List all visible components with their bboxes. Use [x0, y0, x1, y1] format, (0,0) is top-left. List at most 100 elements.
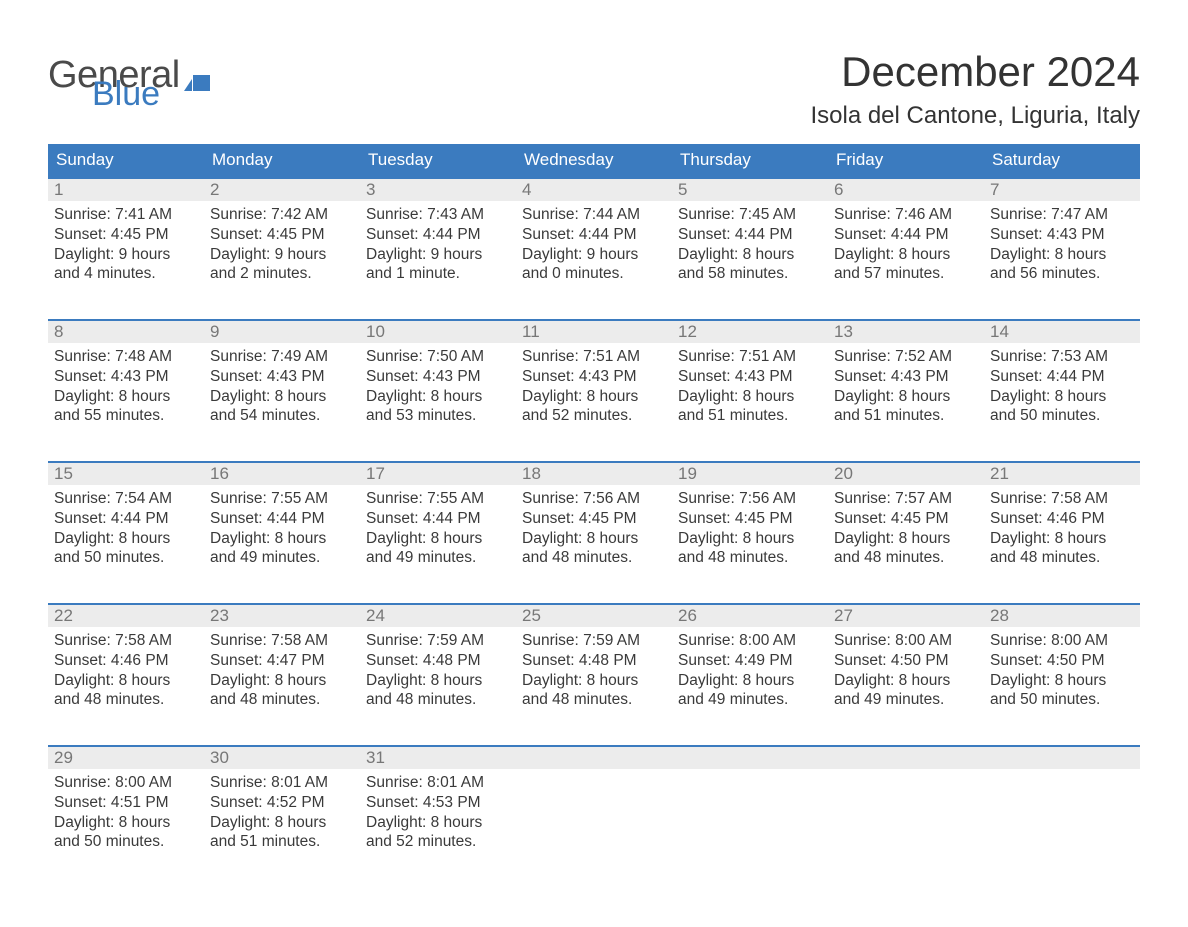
sunrise-text: Sunrise: 7:43 AM: [366, 205, 510, 225]
day-number: 6: [828, 179, 984, 201]
sunset-text: Sunset: 4:46 PM: [54, 651, 198, 671]
sunrise-text: Sunrise: 7:52 AM: [834, 347, 978, 367]
calendar: Sunday Monday Tuesday Wednesday Thursday…: [48, 144, 1140, 867]
day-cell: Sunrise: 7:53 AMSunset: 4:44 PMDaylight:…: [984, 343, 1140, 441]
weekday-header: Saturday: [984, 144, 1140, 177]
daylight-text-line2: and 55 minutes.: [54, 406, 198, 426]
daylight-text-line1: Daylight: 8 hours: [210, 529, 354, 549]
sunrise-text: Sunrise: 7:41 AM: [54, 205, 198, 225]
sunrise-text: Sunrise: 7:59 AM: [366, 631, 510, 651]
daylight-text-line1: Daylight: 8 hours: [522, 529, 666, 549]
day-cell: Sunrise: 7:47 AMSunset: 4:43 PMDaylight:…: [984, 201, 1140, 299]
day-number: 31: [360, 747, 516, 769]
sunrise-text: Sunrise: 8:00 AM: [678, 631, 822, 651]
day-cell: Sunrise: 7:56 AMSunset: 4:45 PMDaylight:…: [516, 485, 672, 583]
daylight-text-line2: and 49 minutes.: [834, 690, 978, 710]
daynum-strip: 22232425262728: [48, 605, 1140, 627]
brand-logo: General Blue: [48, 48, 210, 109]
daylight-text-line1: Daylight: 8 hours: [678, 387, 822, 407]
day-cell: Sunrise: 8:00 AMSunset: 4:50 PMDaylight:…: [984, 627, 1140, 725]
daylight-text-line1: Daylight: 8 hours: [210, 671, 354, 691]
sunset-text: Sunset: 4:50 PM: [834, 651, 978, 671]
sunset-text: Sunset: 4:44 PM: [678, 225, 822, 245]
day-number: 1: [48, 179, 204, 201]
day-number: 16: [204, 463, 360, 485]
day-number: [672, 747, 828, 769]
sunrise-text: Sunrise: 7:49 AM: [210, 347, 354, 367]
sunset-text: Sunset: 4:48 PM: [366, 651, 510, 671]
daylight-text-line1: Daylight: 8 hours: [990, 387, 1134, 407]
daylight-text-line2: and 50 minutes.: [54, 832, 198, 852]
day-cell: Sunrise: 7:42 AMSunset: 4:45 PMDaylight:…: [204, 201, 360, 299]
day-number: 27: [828, 605, 984, 627]
daylight-text-line1: Daylight: 8 hours: [210, 813, 354, 833]
day-cell: Sunrise: 7:56 AMSunset: 4:45 PMDaylight:…: [672, 485, 828, 583]
daylight-text-line1: Daylight: 8 hours: [990, 245, 1134, 265]
sunset-text: Sunset: 4:43 PM: [366, 367, 510, 387]
day-cell: Sunrise: 7:59 AMSunset: 4:48 PMDaylight:…: [516, 627, 672, 725]
sunrise-text: Sunrise: 7:46 AM: [834, 205, 978, 225]
day-cell: Sunrise: 7:58 AMSunset: 4:46 PMDaylight:…: [984, 485, 1140, 583]
daylight-text-line1: Daylight: 9 hours: [366, 245, 510, 265]
day-cell: [516, 769, 672, 867]
sunrise-text: Sunrise: 7:50 AM: [366, 347, 510, 367]
daynum-strip: 293031: [48, 747, 1140, 769]
daylight-text-line2: and 52 minutes.: [366, 832, 510, 852]
day-cell: Sunrise: 8:00 AMSunset: 4:50 PMDaylight:…: [828, 627, 984, 725]
day-number: 5: [672, 179, 828, 201]
day-cell: Sunrise: 8:01 AMSunset: 4:52 PMDaylight:…: [204, 769, 360, 867]
day-cell: Sunrise: 7:44 AMSunset: 4:44 PMDaylight:…: [516, 201, 672, 299]
daylight-text-line1: Daylight: 8 hours: [366, 529, 510, 549]
sunset-text: Sunset: 4:44 PM: [210, 509, 354, 529]
sunset-text: Sunset: 4:44 PM: [522, 225, 666, 245]
sunset-text: Sunset: 4:45 PM: [522, 509, 666, 529]
day-cell: [984, 769, 1140, 867]
day-number: 29: [48, 747, 204, 769]
daylight-text-line1: Daylight: 8 hours: [522, 387, 666, 407]
day-cell: Sunrise: 7:51 AMSunset: 4:43 PMDaylight:…: [672, 343, 828, 441]
day-number: 7: [984, 179, 1140, 201]
title-stack: December 2024 Isola del Cantone, Liguria…: [810, 48, 1140, 130]
daylight-text-line2: and 54 minutes.: [210, 406, 354, 426]
sunrise-text: Sunrise: 7:55 AM: [366, 489, 510, 509]
sunset-text: Sunset: 4:49 PM: [678, 651, 822, 671]
sunset-text: Sunset: 4:44 PM: [54, 509, 198, 529]
page: General Blue December 2024 Isola del Can…: [0, 0, 1188, 927]
daylight-text-line1: Daylight: 8 hours: [834, 387, 978, 407]
day-cell: Sunrise: 7:54 AMSunset: 4:44 PMDaylight:…: [48, 485, 204, 583]
calendar-week: 891011121314Sunrise: 7:48 AMSunset: 4:43…: [48, 319, 1140, 441]
daylight-text-line1: Daylight: 8 hours: [678, 671, 822, 691]
calendar-week: 15161718192021Sunrise: 7:54 AMSunset: 4:…: [48, 461, 1140, 583]
day-number: 4: [516, 179, 672, 201]
page-title: December 2024: [810, 48, 1140, 96]
weekday-header: Sunday: [48, 144, 204, 177]
day-cell: Sunrise: 7:52 AMSunset: 4:43 PMDaylight:…: [828, 343, 984, 441]
daylight-text-line1: Daylight: 8 hours: [990, 671, 1134, 691]
sunset-text: Sunset: 4:52 PM: [210, 793, 354, 813]
day-number: 18: [516, 463, 672, 485]
daylight-text-line2: and 48 minutes.: [366, 690, 510, 710]
sunrise-text: Sunrise: 7:51 AM: [678, 347, 822, 367]
daylight-text-line1: Daylight: 8 hours: [54, 529, 198, 549]
daynum-strip: 15161718192021: [48, 463, 1140, 485]
day-cell: Sunrise: 7:57 AMSunset: 4:45 PMDaylight:…: [828, 485, 984, 583]
day-number: 10: [360, 321, 516, 343]
day-number: 9: [204, 321, 360, 343]
daylight-text-line1: Daylight: 8 hours: [834, 671, 978, 691]
day-cell: [672, 769, 828, 867]
day-number: [516, 747, 672, 769]
day-cell: Sunrise: 7:45 AMSunset: 4:44 PMDaylight:…: [672, 201, 828, 299]
day-cell: Sunrise: 7:55 AMSunset: 4:44 PMDaylight:…: [204, 485, 360, 583]
daylight-text-line1: Daylight: 9 hours: [210, 245, 354, 265]
daylight-text-line2: and 50 minutes.: [54, 548, 198, 568]
day-number: 25: [516, 605, 672, 627]
daylight-text-line2: and 48 minutes.: [834, 548, 978, 568]
daylight-text-line1: Daylight: 8 hours: [54, 671, 198, 691]
day-cell: Sunrise: 8:01 AMSunset: 4:53 PMDaylight:…: [360, 769, 516, 867]
weeks-container: 1234567Sunrise: 7:41 AMSunset: 4:45 PMDa…: [48, 177, 1140, 867]
day-cell: Sunrise: 8:00 AMSunset: 4:51 PMDaylight:…: [48, 769, 204, 867]
daylight-text-line1: Daylight: 8 hours: [834, 245, 978, 265]
calendar-week: 22232425262728Sunrise: 7:58 AMSunset: 4:…: [48, 603, 1140, 725]
daylight-text-line1: Daylight: 8 hours: [54, 813, 198, 833]
sunrise-text: Sunrise: 7:57 AM: [834, 489, 978, 509]
